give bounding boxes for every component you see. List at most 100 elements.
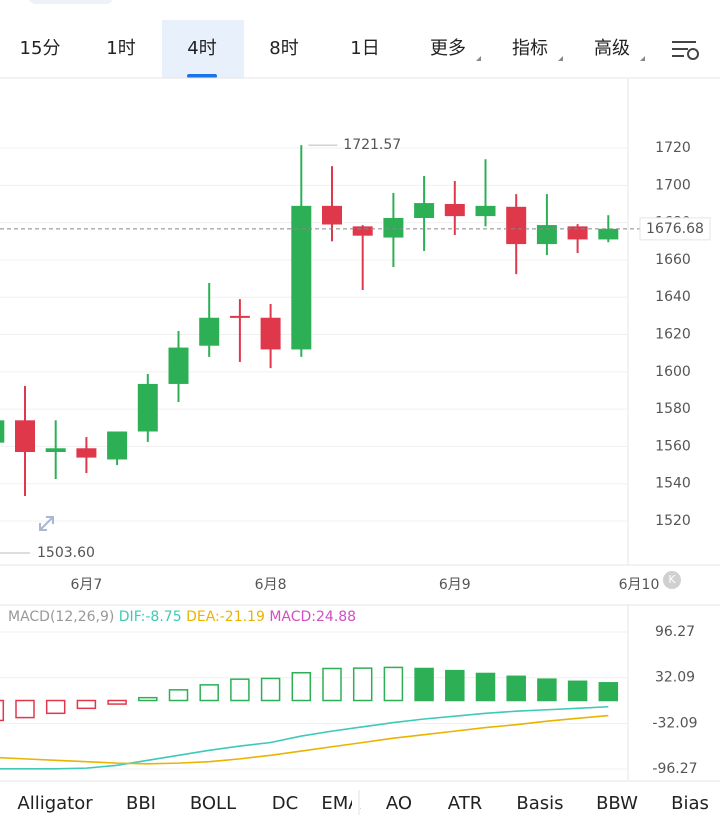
macd-bar [260, 677, 281, 702]
macd-bar [475, 672, 496, 702]
macd-chart: -96.27 -32.09 32.09 96.27 MACD(12,26,9) DIF:… [0, 609, 698, 777]
legend-entry: MACD(12,26,9) [8, 609, 114, 625]
tab-highlight [162, 20, 244, 78]
icon-gear [687, 48, 699, 60]
tab-label: 高级 [594, 38, 630, 59]
tab-label: 指标 [512, 38, 548, 59]
candle-body [0, 420, 5, 443]
y-tick-label: -96.27 [652, 761, 697, 777]
k-icon: K [668, 573, 676, 586]
macd-bar [506, 675, 526, 702]
dropdown-caret [640, 56, 645, 61]
y-tick-label: 1700 [655, 177, 691, 193]
candle-body [229, 315, 250, 318]
y-tick-label: 1520 [655, 513, 691, 529]
x-tick-label: 6月10 [619, 577, 660, 593]
candle-body [536, 225, 557, 245]
candle-body [137, 383, 158, 432]
macd-legend: MACD(12,26,9) DIF:-8.75 DEA:-21.19 MACD:… [8, 609, 356, 625]
macd-bar [291, 672, 312, 702]
legend-entry: DEA:-21.19 [186, 609, 265, 625]
dropdown-caret [476, 56, 481, 61]
candle-body [291, 205, 312, 350]
indicator-tab[interactable]: Basis [516, 793, 563, 814]
k-circle [663, 571, 681, 589]
macd-bar [567, 680, 588, 702]
macd-bar [107, 699, 127, 705]
indicator-tab[interactable]: ATR [448, 793, 482, 814]
tab-underline [187, 74, 217, 78]
tab[interactable]: 1日 [350, 38, 379, 59]
candle-body [76, 448, 97, 458]
last-price-box [639, 217, 711, 241]
expand-icon[interactable] [39, 516, 54, 531]
candle-chart: 1520154015601580160016201640166016801700… [0, 137, 711, 593]
macd-bar [138, 696, 158, 702]
tab-label: 8时 [269, 38, 298, 59]
indicator-tab[interactable]: Bias [671, 793, 709, 814]
macd-bar [322, 667, 342, 702]
tab-bar: 15分 1时 4时 8时 1日 更多 指标 高级 [20, 20, 645, 78]
indicator-tab[interactable]: BBI [126, 793, 156, 814]
y-tick-label: 1720 [655, 140, 691, 156]
indicator-fade [352, 786, 360, 816]
candle-body [506, 206, 527, 245]
indicator-tab[interactable]: DC [272, 793, 298, 814]
macd-bar [598, 682, 619, 702]
indicator-tab[interactable]: BOLL [190, 793, 236, 814]
macd-bar [0, 699, 5, 722]
indicator-tab[interactable]: BBW [596, 793, 638, 814]
y-tick-label: 96.27 [655, 624, 695, 640]
y-tick-label: 1540 [655, 476, 691, 492]
candle-body [352, 226, 373, 236]
legend-entry: MACD:24.88 [269, 609, 356, 625]
candle-body [199, 317, 220, 346]
tab-label: 4时 [187, 38, 216, 59]
macd-bar [76, 699, 97, 710]
tab[interactable]: 高级 [594, 38, 645, 61]
low-label: 1503.60 [37, 545, 95, 561]
indicator-bar: Alligator BBI BOLL DC EMA AO ATR Basis BBW Bias [17, 786, 709, 816]
macd-bar [230, 678, 250, 702]
candle-body [107, 431, 128, 460]
icon-arrow [39, 516, 54, 531]
legend-entry: DIF:-8.75 [119, 609, 182, 625]
dropdown-caret [558, 56, 563, 61]
y-tick-label: 1560 [655, 438, 691, 454]
settings-icon[interactable] [672, 41, 699, 60]
candle-body [45, 448, 66, 453]
candle-body [383, 217, 404, 238]
tab[interactable]: 15分 [20, 38, 61, 59]
tab[interactable]: 1时 [106, 38, 135, 59]
k-button[interactable]: K [663, 571, 681, 589]
tab[interactable]: 4时 [162, 20, 244, 78]
tab[interactable]: 指标 [512, 38, 563, 61]
macd-bar [537, 678, 557, 702]
tab[interactable]: 更多 [430, 38, 481, 61]
top-handle [29, 0, 113, 4]
macd-bar [45, 699, 66, 715]
candle-body [598, 228, 619, 240]
macd-bar [15, 699, 35, 719]
candle-body [322, 205, 342, 225]
tab-label: 1时 [106, 38, 135, 59]
tab[interactable]: 8时 [269, 38, 298, 59]
macd-bar [199, 684, 219, 702]
tab-label: 更多 [430, 38, 466, 59]
candle-body [567, 226, 588, 240]
x-tick-label: 6月8 [255, 577, 287, 593]
y-tick-label: 1640 [655, 289, 691, 305]
indicator-tab[interactable]: EMA [321, 793, 361, 814]
candle-body [260, 317, 281, 350]
macd-bar [445, 669, 465, 702]
macd-bar [352, 667, 373, 702]
candle-body [414, 203, 435, 218]
candle-body [15, 420, 35, 453]
candle-body [475, 205, 496, 217]
indicator-line [0, 714, 609, 765]
x-tick-label: 6月7 [70, 577, 102, 593]
indicator-tab[interactable]: AO [386, 793, 412, 814]
indicator-tab[interactable]: Alligator [17, 793, 93, 814]
candle-body [168, 347, 189, 384]
